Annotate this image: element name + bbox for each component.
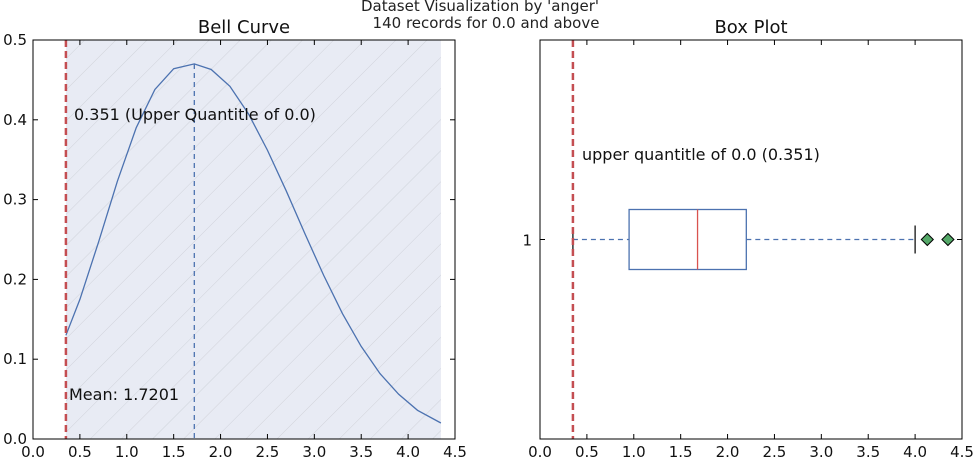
bell-curve-panel: Bell Curve 0.0 0.5 1.0 1.5 2.0 2.5 3.0 3.5 4.0 4.… — [3, 17, 467, 460]
x-tick-label: 4.0 — [396, 443, 420, 460]
suptitle-line1: Dataset Visualization by 'anger' — [361, 0, 599, 15]
y-tick-label: 0.0 — [3, 430, 27, 448]
box-plot-marks — [571, 40, 955, 439]
x-tick-label: 2.0 — [716, 443, 740, 460]
shaded-region — [65, 40, 441, 439]
y-tick-label: 0.5 — [3, 31, 27, 49]
shaded-hatch — [65, 40, 441, 439]
mean-annotation: Mean: 1.7201 — [69, 385, 179, 404]
bell-curve-title: Bell Curve — [198, 17, 290, 38]
y-tick-label: 0.1 — [3, 350, 27, 368]
x-tick-label: 1.0 — [115, 443, 139, 460]
x-tick-label: 2.5 — [763, 443, 787, 460]
x-tick-label: 3.0 — [302, 443, 326, 460]
y-tick-label: 0.4 — [3, 111, 27, 129]
x-tick-label: 3.5 — [856, 443, 880, 460]
bell-curve-frame — [32, 39, 456, 440]
x-tick-label: 4.5 — [950, 443, 974, 460]
x-tick-label: 1.5 — [162, 443, 186, 460]
y-tick-label: 1 — [522, 232, 532, 250]
suptitle-line2: 140 records for 0.0 and above — [373, 14, 600, 32]
x-tick-label: 1.5 — [669, 443, 693, 460]
x-tick-label: 3.0 — [809, 443, 833, 460]
x-tick-label: 2.0 — [209, 443, 233, 460]
x-tick-label: 3.5 — [349, 443, 373, 460]
y-tick-label: 0.3 — [3, 191, 27, 209]
x-tick-label: 1.0 — [622, 443, 646, 460]
box-plot-title: Box Plot — [714, 17, 787, 38]
quantile-annotation: 0.351 (Upper Quantitle of 0.0) — [74, 105, 316, 124]
x-tick-label: 4.5 — [443, 443, 467, 460]
x-tick-label: 0.0 — [528, 443, 552, 460]
bell-curve-marks — [64, 40, 442, 439]
x-tick-label: 0.5 — [68, 443, 92, 460]
outlier-point — [920, 232, 935, 247]
outlier-point — [941, 232, 955, 247]
x-tick-label: 2.5 — [256, 443, 280, 460]
x-tick-label: 0.0 — [21, 443, 45, 460]
x-tick-label: 4.0 — [903, 443, 927, 460]
bell-curve-ticks: 0.0 0.5 1.0 1.5 2.0 2.5 3.0 3.5 4.0 4.5 0.0 0.1 0.2 0… — [3, 31, 467, 460]
box — [628, 208, 747, 271]
box-plot-frame — [539, 39, 963, 440]
box-plot-ticks: 0.0 0.5 1.0 1.5 2.0 2.5 3.0 3.5 4.0 4.5 1 — [522, 40, 974, 460]
box-quantile-annotation: upper quantitle of 0.0 (0.351) — [582, 145, 820, 164]
x-tick-label: 0.5 — [575, 443, 599, 460]
bell-curve-line — [65, 63, 442, 424]
box-plot-panel: Box Plot 0.0 0.5 1.0 1.5 2.0 2.5 3.0 3.5 4.0 4.5 1… — [522, 17, 973, 460]
y-tick-label: 0.2 — [3, 270, 27, 288]
